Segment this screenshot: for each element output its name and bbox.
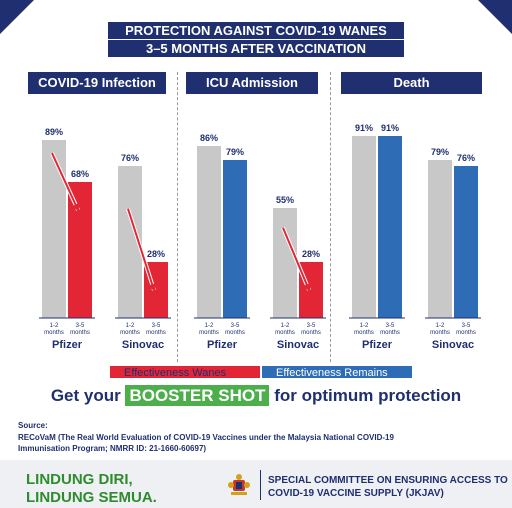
group-label: Sinovac bbox=[122, 339, 164, 351]
decline-arrow bbox=[282, 227, 311, 292]
tick-label-before: months bbox=[354, 330, 374, 336]
data-label-after: 28% bbox=[302, 249, 320, 259]
booster-call-to-action: Get your BOOSTER SHOT for optimum protec… bbox=[0, 385, 512, 406]
legend-label-wanes: Effectiveness Wanes bbox=[124, 367, 227, 379]
bar-after bbox=[223, 160, 247, 318]
data-label-before: 91% bbox=[355, 123, 373, 133]
tick-label-before: 1-2 bbox=[205, 323, 214, 329]
tick-label-before: 1-2 bbox=[126, 323, 135, 329]
tick-label-before: months bbox=[44, 330, 64, 336]
tick-label-after: 3-5 bbox=[152, 323, 161, 329]
tick-label-after: months bbox=[225, 330, 245, 336]
main-title-line-1: PROTECTION AGAINST COVID-19 WANES bbox=[108, 22, 404, 39]
data-label-after: 79% bbox=[226, 147, 244, 157]
tick-label-after: 3-5 bbox=[462, 323, 471, 329]
data-label-before: 55% bbox=[276, 195, 294, 205]
tick-label-before: 1-2 bbox=[281, 323, 290, 329]
data-label-before: 76% bbox=[121, 153, 139, 163]
decline-arrow bbox=[127, 208, 156, 292]
committee-name: SPECIAL COMMITTEE ON ENSURING ACCESS TO … bbox=[268, 475, 508, 499]
data-label-before: 79% bbox=[431, 147, 449, 157]
slogan-line-1: LINDUNG DIRI, bbox=[26, 471, 133, 488]
group-label: Pfizer bbox=[207, 339, 238, 351]
tick-label-after: months bbox=[70, 330, 90, 336]
decline-arrow bbox=[51, 152, 80, 212]
corner-decoration-right bbox=[478, 0, 512, 34]
panel-title-infection: COVID-19 Infection bbox=[28, 72, 166, 94]
charts-svg: 89%68%1-2months3-5monthsPfizer76%28%1-2m… bbox=[39, 123, 481, 379]
group-label: Pfizer bbox=[362, 339, 393, 351]
tick-label-before: months bbox=[275, 330, 295, 336]
bar-before bbox=[352, 136, 376, 318]
tick-label-after: 3-5 bbox=[386, 323, 395, 329]
panel-divider bbox=[177, 72, 178, 362]
group-label: Sinovac bbox=[277, 339, 319, 351]
tick-label-after: 3-5 bbox=[76, 323, 85, 329]
tick-label-before: 1-2 bbox=[50, 323, 59, 329]
tick-label-before: months bbox=[430, 330, 450, 336]
tick-label-before: months bbox=[199, 330, 219, 336]
tick-label-before: months bbox=[120, 330, 140, 336]
bar-before bbox=[42, 140, 66, 318]
panel-title-icu: ICU Admission bbox=[186, 72, 318, 94]
data-label-after: 68% bbox=[71, 169, 89, 179]
source-label: Source: bbox=[18, 421, 48, 430]
panel-title-death: Death bbox=[341, 72, 482, 94]
cta-prefix: Get your bbox=[50, 386, 121, 405]
tick-label-after: months bbox=[456, 330, 476, 336]
source-text: RECoVaM (The Real World Evaluation of CO… bbox=[18, 433, 394, 453]
corner-decoration-left bbox=[0, 0, 34, 34]
group-label: Sinovac bbox=[432, 339, 474, 351]
data-label-before: 89% bbox=[45, 127, 63, 137]
cta-highlight: BOOSTER SHOT bbox=[125, 385, 270, 406]
legend-swatch-wanes bbox=[110, 366, 260, 378]
malaysia-coat-of-arms-icon bbox=[228, 474, 250, 495]
tick-label-after: months bbox=[380, 330, 400, 336]
bar-after bbox=[454, 166, 478, 318]
panel-divider bbox=[330, 72, 331, 362]
bar-after bbox=[68, 182, 92, 318]
tick-label-before: 1-2 bbox=[436, 323, 445, 329]
slogan-line-2: LINDUNG SEMUA. bbox=[26, 489, 157, 506]
legend-swatch-remains bbox=[262, 366, 412, 378]
tick-label-after: months bbox=[301, 330, 321, 336]
data-label-after: 28% bbox=[147, 249, 165, 259]
data-label-before: 86% bbox=[200, 133, 218, 143]
main-title-line-2: 3–5 MONTHS AFTER VACCINATION bbox=[108, 40, 404, 57]
legend-label-remains: Effectiveness Remains bbox=[276, 367, 388, 379]
bar-before bbox=[197, 146, 221, 318]
bar-after bbox=[378, 136, 402, 318]
tick-label-after: 3-5 bbox=[307, 323, 316, 329]
group-label: Pfizer bbox=[52, 339, 83, 351]
tick-label-before: 1-2 bbox=[360, 323, 369, 329]
data-label-after: 91% bbox=[381, 123, 399, 133]
footer bbox=[0, 460, 512, 508]
footer-divider bbox=[260, 470, 261, 500]
bar-before bbox=[273, 208, 297, 318]
tick-label-after: 3-5 bbox=[231, 323, 240, 329]
cta-suffix: for optimum protection bbox=[274, 386, 462, 405]
bar-before bbox=[428, 160, 452, 318]
tick-label-after: months bbox=[146, 330, 166, 336]
data-label-after: 76% bbox=[457, 153, 475, 163]
